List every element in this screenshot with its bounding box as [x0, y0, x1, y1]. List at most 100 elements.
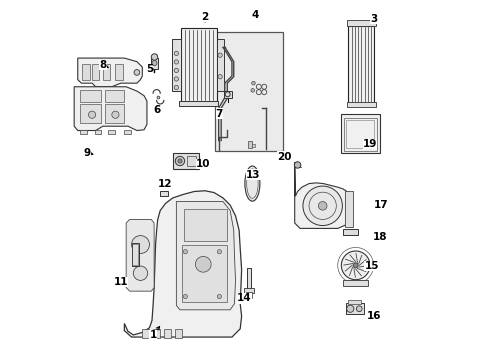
Bar	[171, 39, 180, 91]
Text: 20: 20	[277, 152, 291, 162]
Bar	[124, 130, 131, 134]
Bar	[104, 90, 124, 102]
Circle shape	[174, 68, 178, 73]
Bar	[344, 191, 352, 226]
Circle shape	[157, 96, 160, 99]
Text: 7: 7	[215, 109, 223, 119]
Text: 15: 15	[364, 261, 378, 271]
Circle shape	[134, 69, 140, 75]
Bar	[159, 191, 168, 196]
Text: 9: 9	[84, 148, 91, 158]
Bar	[94, 130, 101, 134]
Circle shape	[183, 249, 187, 254]
Circle shape	[183, 294, 187, 299]
Bar	[80, 130, 86, 134]
Bar	[108, 130, 115, 134]
Bar	[341, 114, 379, 153]
Text: 10: 10	[196, 159, 210, 169]
Bar	[251, 144, 254, 147]
Bar	[346, 121, 373, 148]
Polygon shape	[74, 87, 147, 131]
Polygon shape	[294, 162, 351, 228]
Bar	[104, 104, 124, 123]
Polygon shape	[176, 202, 235, 310]
Bar	[163, 329, 171, 338]
Ellipse shape	[244, 166, 260, 201]
Circle shape	[174, 51, 178, 55]
Circle shape	[152, 60, 157, 66]
Bar	[346, 102, 375, 107]
Text: 11: 11	[113, 277, 128, 287]
Bar	[244, 288, 253, 293]
Circle shape	[250, 89, 254, 92]
Circle shape	[151, 54, 158, 60]
Circle shape	[303, 186, 342, 226]
Bar	[343, 229, 357, 234]
Bar	[151, 58, 158, 69]
Text: 1: 1	[149, 330, 156, 340]
Circle shape	[251, 81, 255, 85]
Bar	[183, 209, 226, 241]
Bar	[182, 244, 226, 302]
Circle shape	[175, 156, 184, 166]
Circle shape	[174, 77, 178, 81]
Bar	[92, 64, 99, 80]
Polygon shape	[124, 191, 241, 337]
Circle shape	[195, 256, 211, 272]
Circle shape	[217, 249, 221, 254]
Circle shape	[352, 263, 357, 268]
Circle shape	[88, 111, 96, 118]
Text: 17: 17	[373, 200, 388, 210]
Polygon shape	[78, 58, 142, 87]
Bar	[153, 329, 160, 338]
Circle shape	[341, 251, 369, 280]
Text: 19: 19	[362, 139, 376, 149]
Text: 14: 14	[237, 293, 251, 303]
Bar	[115, 64, 122, 80]
Circle shape	[178, 159, 182, 163]
Bar	[246, 268, 250, 293]
Bar	[348, 26, 373, 103]
Circle shape	[294, 162, 300, 168]
Bar	[142, 329, 149, 338]
Text: 8: 8	[99, 60, 106, 70]
Circle shape	[174, 60, 178, 64]
Bar	[348, 300, 360, 304]
Bar	[343, 118, 376, 150]
Text: 18: 18	[372, 232, 386, 242]
Text: 12: 12	[157, 179, 172, 189]
Circle shape	[346, 305, 353, 312]
Text: 5: 5	[145, 64, 153, 74]
Circle shape	[218, 53, 222, 57]
Bar	[132, 244, 138, 265]
Bar	[174, 329, 182, 338]
Bar	[172, 153, 198, 168]
Circle shape	[318, 202, 326, 210]
Bar	[80, 90, 101, 102]
Text: 3: 3	[369, 14, 376, 24]
Bar	[245, 292, 251, 298]
Bar	[187, 156, 196, 166]
Text: 2: 2	[201, 12, 208, 22]
Circle shape	[217, 294, 221, 299]
Bar	[216, 39, 223, 91]
Circle shape	[112, 111, 119, 118]
Bar	[180, 28, 216, 102]
Text: 16: 16	[366, 311, 381, 321]
Circle shape	[356, 306, 362, 312]
Circle shape	[218, 75, 222, 79]
Bar	[131, 243, 139, 266]
Text: 4: 4	[251, 10, 259, 20]
Bar	[346, 21, 375, 26]
Bar	[223, 91, 231, 98]
Polygon shape	[126, 220, 154, 291]
Bar	[346, 303, 363, 315]
Circle shape	[131, 235, 149, 253]
Bar	[179, 101, 218, 106]
Bar	[215, 32, 282, 150]
Circle shape	[174, 85, 178, 90]
Text: 13: 13	[246, 170, 260, 180]
Bar	[102, 64, 110, 80]
Bar	[80, 104, 101, 123]
Bar	[247, 140, 252, 148]
